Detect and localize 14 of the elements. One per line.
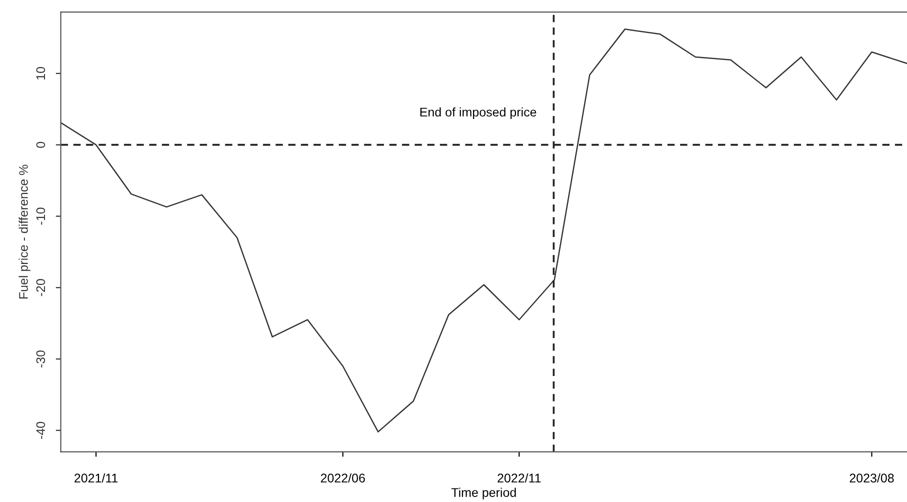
y-tick-label: 10	[36, 66, 46, 80]
y-tick-label: -20	[36, 279, 46, 296]
y-tick-label: -10	[36, 208, 46, 225]
x-axis-title: Time period	[451, 488, 516, 500]
line-series	[60, 28, 907, 432]
y-axis-title: Fuel price - difference %	[18, 164, 30, 299]
x-tick-label: 2022/06	[320, 473, 365, 483]
x-tick-label: 2022/11	[498, 473, 541, 483]
x-tick-label: 2023/08	[850, 473, 894, 483]
y-tick-label: 0	[36, 142, 46, 148]
annotation: End of imposed price	[420, 107, 536, 120]
y-tick-label: -30	[36, 350, 46, 368]
y-tick-label: -40	[36, 422, 46, 439]
x-tick-label: 2021/11	[74, 473, 118, 483]
